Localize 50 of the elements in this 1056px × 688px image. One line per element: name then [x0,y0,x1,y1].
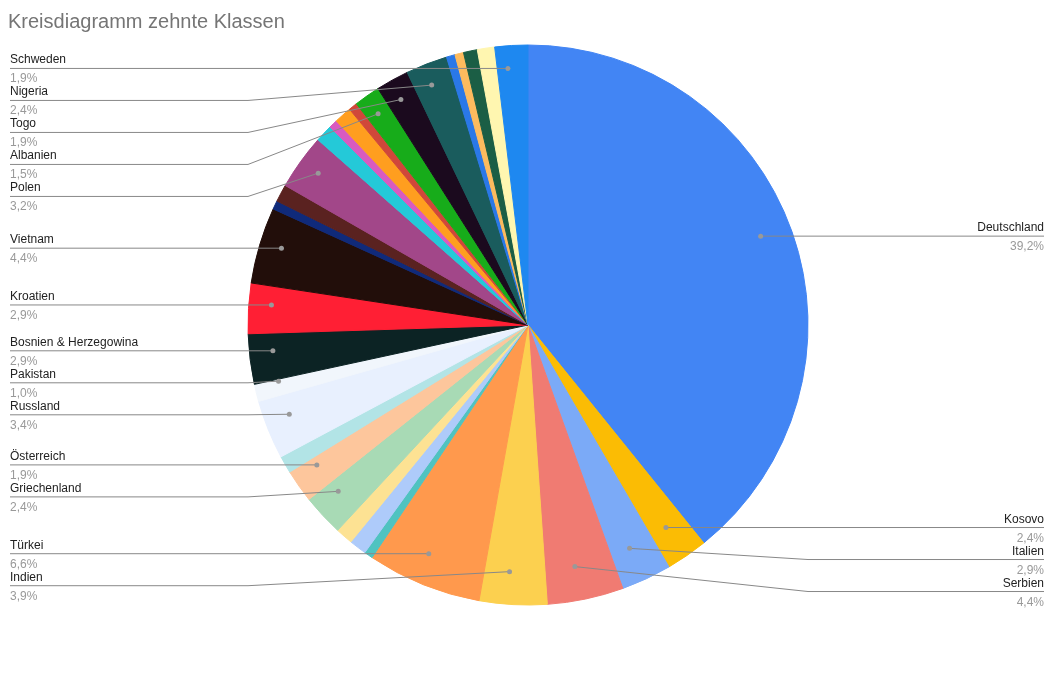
data-label: 2,4% [10,499,38,514]
pie-slice [258,324,529,458]
slice-label: Schweden [10,52,67,67]
pie-slice [377,71,529,326]
data-label: 3,4% [10,417,38,432]
pie-slice [371,324,529,602]
data-label: 1,9% [10,467,38,482]
slice-label: Deutschland [977,220,1044,235]
slice-label: Albanien [10,148,57,163]
slice-label: Türkei [10,537,44,552]
data-label: 4,4% [10,251,38,266]
pie-slice [308,324,529,531]
slice-label: Vietnam [10,232,54,247]
data-label: 1,9% [10,71,38,86]
data-label: 2,4% [10,103,38,118]
slice-label: Serbien [1002,575,1044,590]
slice-label: Togo [10,116,37,131]
data-label: 3,9% [10,588,38,603]
pie-slice [527,324,624,605]
slice-label: Kosovo [1003,511,1045,526]
data-label: 2,4% [1016,530,1045,545]
pie-slice [527,44,809,544]
data-label: 6,6% [10,556,38,571]
pie-slice [494,44,529,326]
slice-label: Russland [10,398,61,413]
slice-label: Kroatien [10,288,55,303]
slice-label: Polen [10,180,41,195]
data-label: 2,9% [1016,562,1045,577]
pie-slice [478,324,548,606]
data-label: 3,2% [10,199,38,214]
slice-label: Nigeria [10,84,49,99]
slice-label: Österreich [10,448,66,463]
data-label: 39,2% [1009,239,1045,254]
data-label: 1,0% [10,385,38,400]
pie-slice [406,56,529,326]
pie-slice [527,324,670,589]
data-label: 2,9% [10,307,38,322]
slice-label: Italien [1011,543,1044,558]
data-label: 1,9% [10,135,38,150]
pie-slice [247,282,529,335]
pie-slice [527,324,705,568]
data-label: 2,9% [10,353,38,368]
slice-label: Indien [10,569,43,584]
slice-label: Pakistan [10,366,57,381]
data-label: 4,4% [1016,594,1045,609]
slice-label: Griechenland [10,480,82,495]
data-label: 1,5% [10,167,38,182]
slice-label: Bosnien & Herzegowina [10,334,139,349]
chart-title: Kreisdiagramm zehnte Klassen [8,10,285,33]
pie-slice [289,324,529,500]
